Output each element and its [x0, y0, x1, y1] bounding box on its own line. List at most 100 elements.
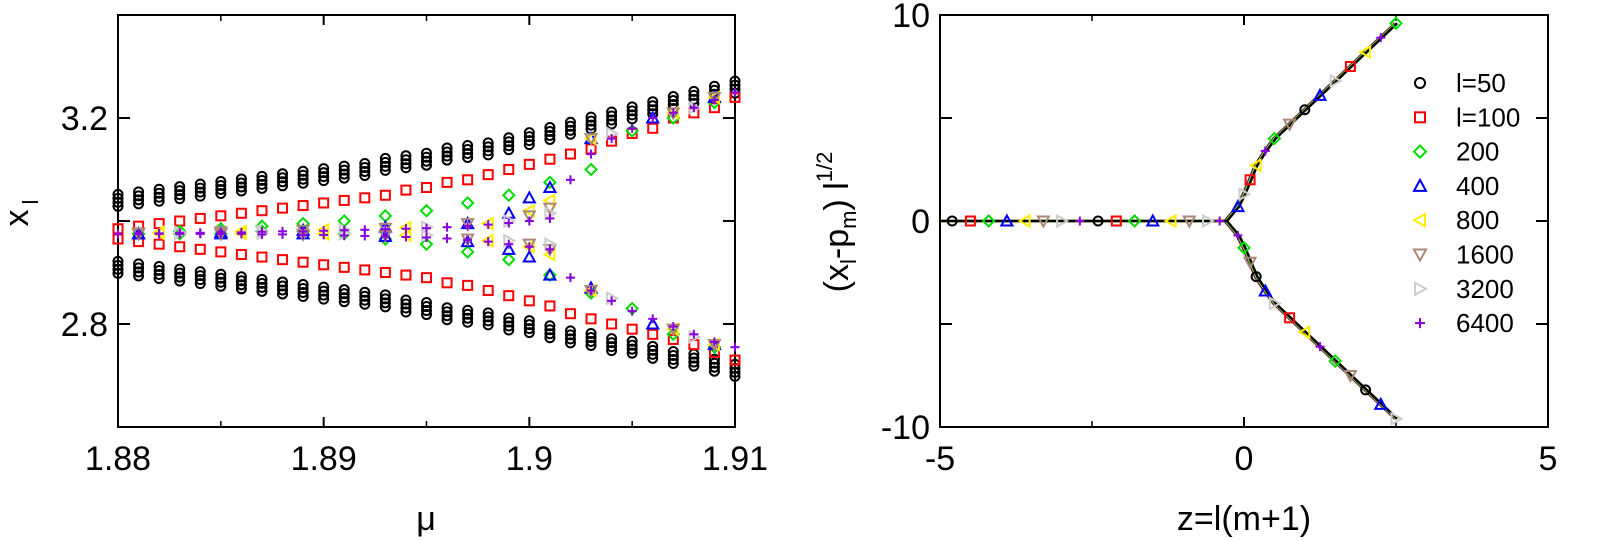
legend-marker: [1412, 177, 1428, 192]
left-data-points: [112, 75, 741, 382]
left-point-l=100: [462, 174, 474, 186]
legend-item-800: 800: [1411, 205, 1499, 235]
left-point-l=50: [482, 149, 494, 161]
left-point-l=50: [194, 278, 206, 290]
left-point-6400: [463, 235, 473, 245]
left-point-6400: [545, 244, 555, 254]
left-point-l=50: [235, 283, 247, 295]
left-point-l=50: [112, 196, 124, 208]
left-series-3200: [174, 100, 702, 345]
left-point-l=50: [626, 343, 638, 355]
left-point-l=50: [277, 180, 289, 192]
left-point-l=50: [606, 114, 618, 126]
left-point-l=50: [215, 276, 227, 288]
right-x-tick-label: 0: [1235, 440, 1254, 478]
left-point-l=100: [421, 182, 432, 194]
left-point-l=50: [318, 171, 330, 183]
left-chart: 1.88 1.89 1.9 1.91 2.8 3.2 μ x l: [0, 14, 768, 538]
left-point-6400: [442, 222, 452, 232]
left-point-l=100: [338, 194, 350, 206]
left-point-l=50: [647, 352, 659, 364]
left-point-6400: [339, 230, 349, 240]
left-point-l=100: [564, 148, 576, 160]
right-point-6400: [1233, 230, 1243, 240]
left-point-l=100: [256, 205, 268, 217]
left-point-6400: [257, 229, 267, 239]
left-point-l=100: [503, 290, 515, 302]
left-point-6400: [607, 296, 617, 306]
left-point-l=50: [133, 266, 145, 278]
right-curve-lower: [1225, 219, 1399, 420]
right-point-3200: [1056, 213, 1070, 229]
left-point-l=100: [564, 308, 576, 320]
right-point-1600: [1343, 370, 1358, 384]
left-series-l50: [112, 75, 741, 382]
right-curve-upper: [940, 22, 1398, 223]
right-point-3200: [1268, 296, 1282, 311]
right-point-200: [1389, 16, 1403, 31]
left-point-l=50: [503, 144, 515, 156]
left-point-l=50: [297, 287, 309, 299]
left-point-l=50: [421, 305, 432, 317]
right-x-axis-label: z=l(m+1): [1177, 500, 1311, 538]
left-point-l=50: [400, 302, 412, 314]
svg-text:x: x: [0, 210, 36, 227]
left-point-l=50: [194, 274, 206, 286]
left-point-l=50: [688, 356, 700, 368]
left-point-400: [542, 179, 558, 194]
legend-marker: [1415, 318, 1425, 329]
right-point-400: [1145, 213, 1160, 227]
left-point-l=50: [564, 128, 576, 140]
legend-item-1600: 1600: [1412, 240, 1514, 270]
left-point-l=50: [256, 285, 268, 297]
right-point-l100: [1284, 312, 1296, 324]
right-point-l50: [1250, 271, 1262, 283]
left-point-l=50: [379, 160, 391, 172]
right-point-200: [981, 214, 996, 228]
left-point-6400: [627, 123, 637, 133]
left-point-l=50: [359, 166, 371, 177]
right-scaling-curve: [940, 22, 1399, 420]
left-series-6400: [113, 87, 740, 352]
left-point-l=50: [482, 145, 494, 157]
left-point-l=50: [133, 198, 145, 210]
legend-marker: [1411, 212, 1426, 228]
legend-label: 6400: [1456, 308, 1514, 338]
left-point-l=100: [215, 246, 227, 258]
left-point-l=50: [544, 328, 556, 340]
right-point-800: [1248, 158, 1262, 173]
left-point-l=100: [194, 243, 206, 255]
right-point-l100: [1344, 61, 1356, 72]
right-point-200: [1127, 214, 1142, 228]
left-point-l=50: [585, 335, 597, 347]
left-point-l=100: [421, 272, 432, 284]
left-point-l=50: [215, 184, 227, 196]
left-point-l=100: [462, 279, 474, 291]
left-point-l=100: [318, 197, 330, 209]
left-point-l=100: [215, 210, 227, 222]
right-point-200: [1237, 240, 1251, 255]
right-point-l100: [1110, 215, 1122, 227]
left-point-l=100: [606, 318, 618, 330]
left-point-l=50: [400, 162, 412, 174]
left-point-6400: [709, 337, 719, 347]
left-point-l=50: [523, 327, 535, 339]
left-point-l=50: [482, 319, 494, 331]
left-point-l=50: [503, 324, 515, 336]
left-point-6400: [483, 220, 493, 230]
left-point-l=100: [359, 192, 371, 204]
left-point-l=50: [606, 118, 618, 130]
left-point-1600: [522, 238, 537, 252]
left-point-l=50: [421, 155, 432, 167]
left-point-6400: [216, 229, 226, 239]
legend-item-200: 200: [1412, 137, 1499, 167]
left-point-l=50: [421, 309, 432, 321]
left-point-l=50: [215, 280, 227, 292]
left-x-tick-label: 1.89: [291, 440, 357, 478]
right-point-l50: [1092, 215, 1104, 227]
right-point-800: [1297, 325, 1311, 340]
left-point-l=50: [667, 353, 679, 365]
left-point-l=50: [606, 345, 618, 357]
left-point-l=50: [544, 133, 556, 145]
left-point-l=50: [256, 178, 268, 190]
